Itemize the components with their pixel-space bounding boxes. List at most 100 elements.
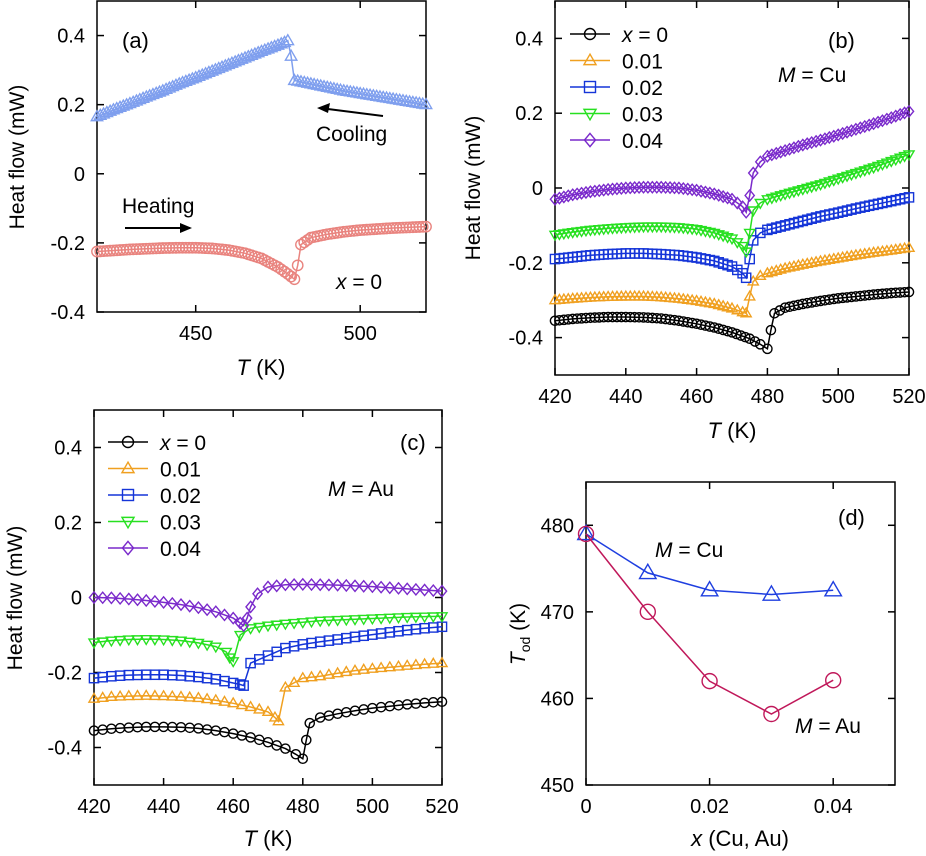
series-0-01 bbox=[87, 656, 449, 726]
data-point bbox=[841, 125, 853, 139]
panel-label-a: (a) bbox=[122, 28, 149, 53]
data-point bbox=[419, 97, 433, 110]
data-point bbox=[809, 255, 823, 267]
data-point bbox=[157, 635, 170, 647]
annotation-cooling: Cooling bbox=[316, 123, 387, 146]
legend: x = 0 0.01 0.02 0.03 0.04 bbox=[108, 432, 206, 561]
y-tick-label: 460 bbox=[541, 688, 574, 710]
data-point bbox=[637, 180, 650, 194]
data-point bbox=[148, 689, 162, 701]
data-point bbox=[139, 689, 153, 700]
data-point bbox=[183, 637, 196, 649]
y-tick-label: -0.4 bbox=[48, 738, 82, 760]
series-label-cu: M = Cu bbox=[655, 539, 723, 562]
data-point bbox=[646, 180, 658, 194]
data-point bbox=[313, 616, 327, 628]
data-point bbox=[739, 247, 753, 259]
data-point bbox=[828, 129, 840, 143]
data-point bbox=[638, 562, 658, 580]
data-point bbox=[413, 221, 426, 233]
y-tick-label: 0.2 bbox=[54, 513, 82, 535]
series-0-02 bbox=[88, 621, 448, 691]
data-point bbox=[200, 640, 214, 652]
data-point bbox=[765, 265, 779, 277]
data-point bbox=[651, 180, 663, 194]
data-point bbox=[620, 181, 632, 195]
data-point bbox=[660, 180, 672, 195]
data-point bbox=[201, 603, 213, 617]
data-point bbox=[633, 180, 645, 195]
data-point bbox=[747, 166, 759, 180]
cooling-arrow bbox=[319, 107, 384, 117]
data-point bbox=[261, 705, 275, 717]
data-point bbox=[235, 698, 249, 710]
data-point bbox=[567, 188, 579, 202]
data-point bbox=[744, 333, 756, 345]
x-tick-label: 460 bbox=[680, 386, 713, 408]
data-point bbox=[157, 689, 170, 701]
series-line bbox=[93, 662, 443, 723]
data-point bbox=[744, 188, 756, 203]
data-point bbox=[731, 328, 742, 340]
data-point bbox=[774, 262, 787, 274]
data-point bbox=[272, 714, 285, 726]
annotation-heating: Heating bbox=[122, 195, 194, 218]
data-point bbox=[899, 106, 911, 120]
data-point bbox=[902, 150, 916, 162]
data-point bbox=[218, 695, 231, 706]
data-point bbox=[183, 690, 196, 702]
data-point bbox=[174, 636, 188, 648]
legend-marker bbox=[583, 27, 597, 41]
data-point bbox=[166, 635, 179, 647]
data-point bbox=[279, 619, 292, 631]
x-tick-label: 520 bbox=[892, 386, 925, 408]
data-point bbox=[114, 591, 126, 606]
data-point bbox=[840, 250, 854, 261]
data-point bbox=[754, 198, 767, 210]
data-point bbox=[801, 137, 813, 151]
x-tick-label: 480 bbox=[286, 796, 319, 818]
data-point bbox=[366, 580, 378, 594]
y-tick-label: -0.2 bbox=[509, 253, 543, 275]
data-point bbox=[827, 252, 841, 264]
data-point bbox=[88, 590, 100, 605]
data-point bbox=[690, 224, 703, 236]
y-tick-label: 0.2 bbox=[515, 103, 543, 125]
data-point bbox=[639, 603, 656, 621]
data-point bbox=[792, 258, 805, 270]
data-point bbox=[280, 33, 295, 46]
data-point bbox=[704, 186, 716, 200]
data-point bbox=[375, 580, 387, 594]
data-point bbox=[166, 689, 179, 701]
legend-label: 0.02 bbox=[160, 485, 201, 508]
data-point bbox=[682, 182, 694, 196]
data-point bbox=[287, 676, 301, 687]
data-point bbox=[739, 306, 753, 318]
y-tick-label: 0 bbox=[71, 588, 82, 610]
data-point bbox=[427, 612, 440, 624]
data-point bbox=[607, 182, 619, 196]
data-point bbox=[735, 330, 747, 341]
data-point bbox=[419, 583, 431, 597]
data-point bbox=[322, 668, 336, 679]
x-tick-label: 0.02 bbox=[690, 796, 729, 818]
data-point bbox=[558, 190, 570, 204]
series-line bbox=[93, 701, 443, 761]
annotation-x0: x = 0 bbox=[335, 271, 382, 294]
data-point bbox=[832, 128, 844, 142]
data-point bbox=[105, 591, 117, 605]
data-point bbox=[113, 635, 127, 647]
data-point bbox=[695, 184, 707, 198]
annotation-m-au: M = Au bbox=[328, 478, 394, 501]
data-point bbox=[845, 124, 857, 138]
data-point bbox=[726, 261, 738, 272]
data-point bbox=[122, 635, 136, 647]
series-label-au: M = Au bbox=[795, 715, 861, 738]
legend: x = 0 0.01 0.02 0.03 0.04 bbox=[570, 24, 668, 153]
data-point bbox=[577, 525, 595, 543]
data-point bbox=[301, 234, 314, 246]
data-point bbox=[175, 598, 187, 612]
data-point bbox=[881, 112, 893, 126]
data-point bbox=[435, 612, 449, 623]
data-point bbox=[783, 260, 796, 272]
